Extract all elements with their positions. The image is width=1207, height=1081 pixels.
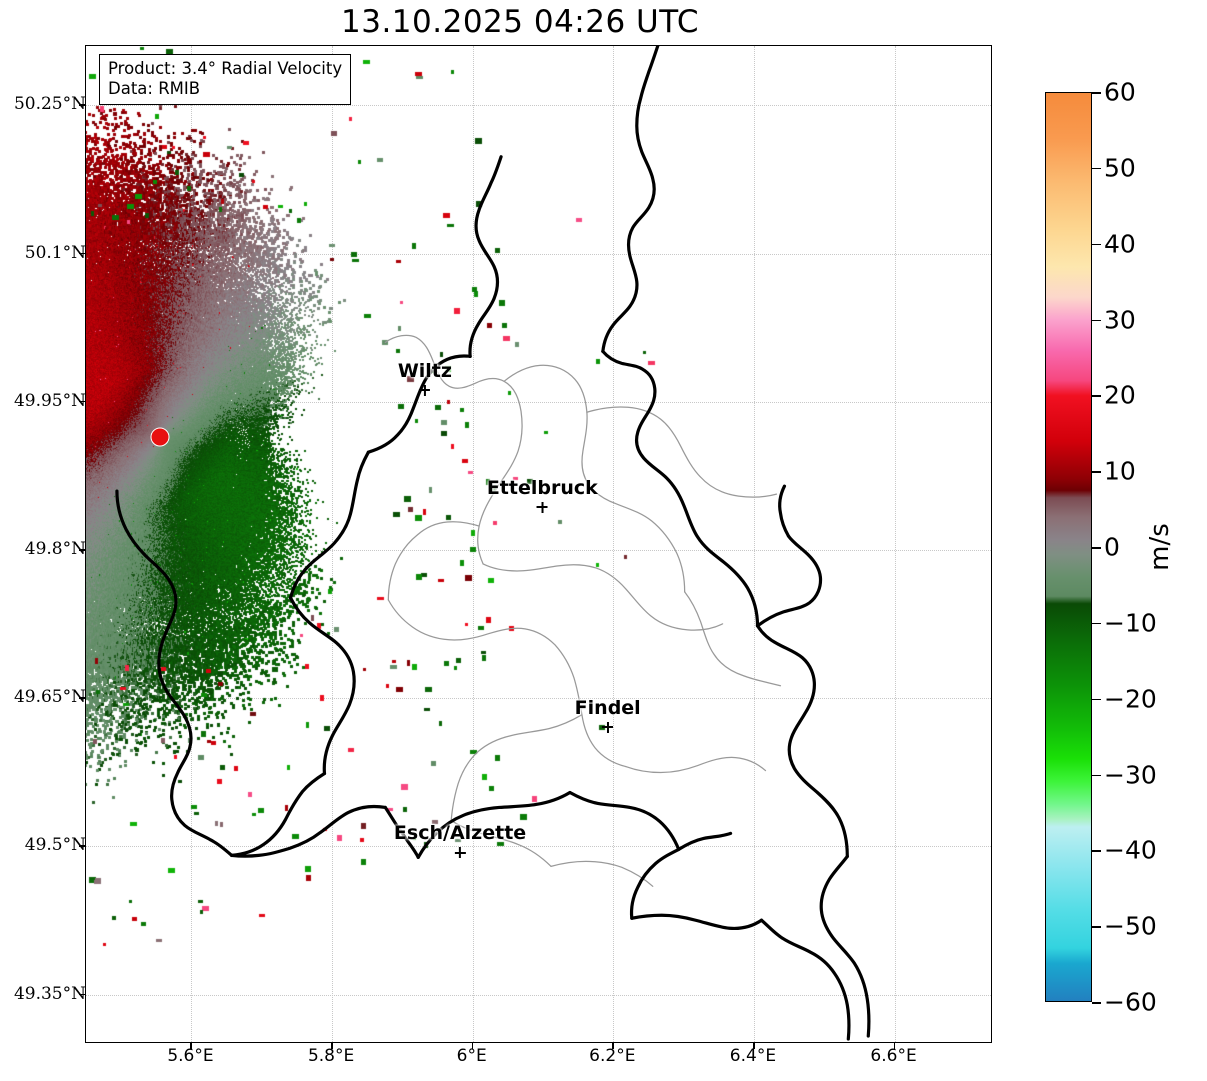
colorbar-tick-label: 60 [1104, 77, 1136, 107]
x-tick-label: 6.6°E [870, 1046, 917, 1066]
y-tick-mark [79, 104, 85, 106]
city-marker-esch-alzette: Esch/Alzette [393, 822, 527, 859]
y-tick-mark [79, 400, 85, 403]
y-tick-label: 50.1°N [24, 242, 86, 263]
city-label: Ettelbruck [486, 476, 598, 499]
colorbar-tick-mark [1092, 926, 1101, 928]
city-cross-icon [536, 501, 548, 513]
colorbar-axis-label: m/s [1145, 523, 1175, 571]
colorbar-tick-label: −10 [1104, 608, 1157, 638]
radar-map-plot[interactable]: Wiltz Ettelbruck Findel Esch/Alzette Produc… [85, 45, 992, 1043]
colorbar-tick-mark [1092, 471, 1101, 473]
city-cross-icon [419, 384, 431, 396]
city-label: Esch/Alzette [393, 822, 527, 845]
city-label: Wiltz [397, 359, 452, 382]
y-tick-label: 49.65°N [13, 687, 86, 708]
x-tick-mark [471, 1043, 474, 1049]
x-tick-label: 5.8°E [307, 1046, 355, 1066]
x-tick-mark [331, 1043, 333, 1049]
x-tick-mark [612, 1043, 614, 1049]
colorbar-tick-label: 0 [1104, 532, 1120, 562]
info-product: Product: 3.4° Radial Velocity [108, 59, 343, 78]
colorbar-tick-label: −20 [1104, 684, 1157, 714]
district-boundaries [384, 334, 782, 887]
colorbar-tick-label: −40 [1104, 835, 1157, 865]
colorbar-tick-label: 40 [1104, 229, 1136, 259]
colorbar-tick-label: 30 [1104, 305, 1136, 334]
colorbar-tick-mark [1092, 319, 1101, 322]
y-tick-mark [79, 252, 85, 255]
info-box: Product: 3.4° Radial Velocity Data: RMIB [99, 54, 352, 106]
x-tick-mark [752, 1043, 755, 1049]
x-tick-label: 5.6°E [167, 1046, 214, 1066]
colorbar-tick-label: 50 [1104, 153, 1136, 183]
x-tick-label: 6°E [456, 1046, 487, 1066]
colorbar-tick-label: 20 [1104, 380, 1136, 410]
x-tick-mark [893, 1043, 896, 1049]
y-tick-label: 49.95°N [13, 390, 86, 411]
y-tick-mark [79, 548, 85, 551]
x-tick-mark [190, 1043, 193, 1049]
colorbar-tick-mark [1092, 850, 1101, 852]
city-marker-findel: Findel [575, 697, 641, 733]
x-tick-label: 6.4°E [729, 1046, 777, 1066]
y-tick-label: 49.5°N [24, 835, 86, 856]
colorbar-tick-mark [1092, 167, 1101, 170]
colorbar-tick-mark [1092, 92, 1101, 94]
colorbar[interactable] [1045, 92, 1092, 1002]
colorbar-tick-mark [1092, 622, 1101, 625]
y-tick-label: 49.35°N [13, 983, 86, 1004]
colorbar-tick-mark [1092, 547, 1101, 549]
colorbar-tick-mark [1092, 243, 1101, 246]
y-tick-label: 49.8°N [24, 538, 86, 559]
colorbar-tick-label: −30 [1104, 760, 1157, 789]
colorbar-tick-mark [1092, 1002, 1101, 1004]
city-marker-ettelbruck: Ettelbruck [487, 477, 598, 513]
y-tick-mark [79, 845, 85, 847]
national-boundaries [115, 46, 871, 1041]
colorbar-tick-label: −60 [1104, 987, 1157, 1017]
x-tick-label: 6.2°E [589, 1046, 636, 1066]
radar-echo-canvas [86, 46, 991, 1042]
colorbar-tick-label: −50 [1104, 911, 1157, 941]
plot-inner: Wiltz Ettelbruck Findel Esch/Alzette Produc… [86, 46, 991, 1042]
radar-echo-layer [86, 46, 991, 1042]
colorbar-tick-mark [1092, 395, 1101, 397]
city-label: Findel [574, 696, 641, 719]
colorbar-gradient [1046, 93, 1091, 1001]
colorbar-tick-label: 10 [1104, 456, 1136, 486]
y-tick-mark [79, 993, 85, 996]
info-data: Data: RMIB [108, 79, 201, 99]
y-tick-label: 50.25°N [13, 94, 86, 115]
city-cross-icon [602, 721, 614, 733]
colorbar-tick-mark [1092, 774, 1101, 777]
colorbar-tick-mark [1092, 698, 1101, 701]
radar-site-marker[interactable] [150, 427, 170, 447]
city-cross-icon [454, 847, 466, 859]
y-tick-mark [79, 697, 85, 699]
city-marker-wiltz: Wiltz [398, 360, 452, 396]
page-title: 13.10.2025 04:26 UTC [341, 4, 699, 40]
